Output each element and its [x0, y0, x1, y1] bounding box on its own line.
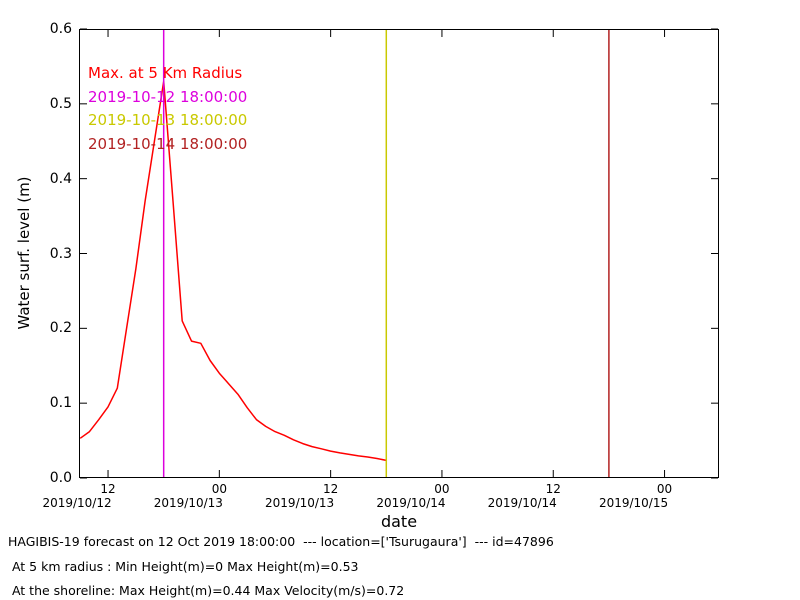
x-tick-hour-label: 12 — [545, 482, 561, 496]
y-tick-label: 0.2 — [49, 320, 72, 337]
x-axis-title: date — [380, 512, 418, 531]
x-tick-date-label: 2019/10/15 — [598, 496, 669, 510]
y-tick-label: 0.6 — [49, 21, 72, 37]
y-tick-label: 0.3 — [49, 245, 72, 262]
axes-frame — [79, 29, 719, 478]
footer-shoreline-stats: At the shoreline: Max Height(m)=0.44 Max… — [8, 583, 405, 598]
footer-forecast-info: HAGIBIS-19 forecast on 12 Oct 2019 18:00… — [8, 534, 554, 549]
x-tick-date-label: 2019/10/14 — [487, 496, 557, 510]
x-tick-date-label: 2019/10/13 — [153, 496, 223, 510]
legend-entry-series: Max. at 5 Km Radius — [88, 64, 243, 82]
x-tick-date-label: 2019/10/14 — [376, 496, 446, 510]
y-tick-label: 0.5 — [49, 95, 72, 112]
x-tick-hour-label: 12 — [322, 482, 339, 496]
x-tick-hour-label: 12 — [100, 482, 116, 496]
y-tick-label: 0.0 — [49, 470, 72, 486]
plot-canvas — [79, 28, 719, 479]
x-tick-hour-label: 00 — [434, 482, 450, 496]
legend-entry-vline-2: 2019-10-13 18:00:00 — [88, 111, 248, 129]
x-tick-date-label: 2019/10/13 — [265, 496, 335, 510]
plot-area: Max. at 5 Km Radius 2019-10-12 18:00:00 … — [42, 21, 719, 510]
x-tick-hour-label: 00 — [211, 482, 227, 496]
y-tick-label: 0.1 — [49, 395, 72, 412]
legend: Max. at 5 Km Radius 2019-10-12 18:00:00 … — [88, 62, 247, 156]
y-tick-label: 0.4 — [49, 170, 72, 187]
x-tick-date-label: 2019/10/12 — [42, 496, 112, 510]
legend-entry-vline-3: 2019-10-14 18:00:00 — [88, 134, 248, 153]
footer-radius-stats: At 5 km radius : Min Height(m)=0 Max Hei… — [8, 559, 359, 574]
x-tick-hour-label: 00 — [656, 482, 673, 496]
legend-entry-vline-1: 2019-10-12 18:00:00 — [88, 87, 248, 106]
series-line — [79, 80, 387, 462]
